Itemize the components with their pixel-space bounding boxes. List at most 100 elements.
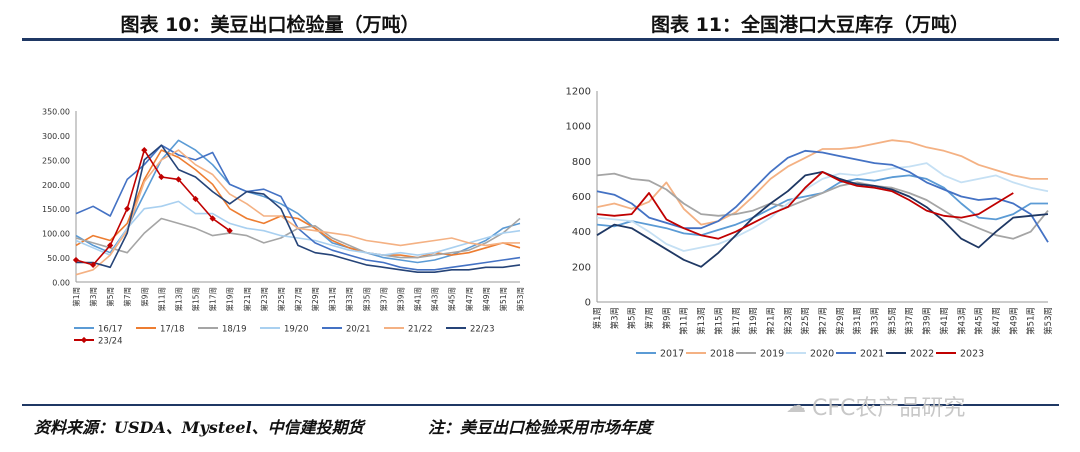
right-y-tick-label: 200: [572, 262, 591, 273]
right-x-tick-label: 第41周: [939, 307, 950, 335]
right-legend-label: 2020: [810, 349, 834, 360]
right-y-tick-label: 0: [585, 298, 591, 309]
left-y-tick-label: 150.00: [42, 205, 70, 214]
export-inspection-chart: 0.00 50.00 100.00 150.00 200.00 250.00 300.00 3…: [42, 108, 525, 347]
left-x-tick-label: 第19周: [225, 287, 235, 312]
left-y-tick-label: 0.00: [52, 279, 70, 288]
wechat-icon: ☁: [786, 393, 806, 417]
left-series-line-21-22: [75, 149, 520, 276]
left-y-tick-label: 300.00: [42, 132, 70, 141]
left-series-point-23-24: [141, 146, 148, 154]
left-x-tick-label: 第45周: [447, 287, 457, 312]
left-x-tick-label: 第31周: [327, 287, 337, 312]
left-y-tick-label: 350.00: [42, 108, 70, 117]
left-series-point-23-24: [158, 173, 165, 181]
left-x-tick-label: 第5周: [105, 287, 115, 307]
left-y-tick-label: 50.00: [47, 254, 70, 263]
left-x-tick-label: 第27周: [293, 287, 303, 312]
left-legend-label: 20/21: [346, 325, 371, 335]
right-x-tick-label: 第11周: [679, 307, 690, 335]
left-series-line-23-24: [75, 149, 231, 266]
left-x-tick-label: 第25周: [276, 287, 286, 312]
left-x-tick-label: 第35周: [361, 287, 371, 312]
right-y-tick-label: 400: [572, 227, 591, 238]
left-x-tick-label: 第53周: [515, 287, 525, 312]
header-divider: [22, 38, 1059, 41]
left-y-tick-label: 200.00: [42, 181, 70, 190]
left-x-tick-label: 第11周: [156, 287, 166, 312]
right-x-tick-label: 第29周: [835, 307, 846, 335]
right-y-tick-label: 1000: [566, 122, 591, 133]
right-x-tick-label: 第49周: [1008, 307, 1019, 335]
watermark-text: CFC农产品研究: [812, 396, 966, 421]
right-x-tick-label: 第3周: [609, 307, 620, 329]
left-x-tick-label: 第43周: [430, 287, 440, 312]
right-x-tick-label: 第9周: [661, 307, 672, 329]
left-x-tick-label: 第49周: [481, 287, 491, 312]
left-legend-label: 18/19: [222, 325, 247, 335]
right-series-line-2022: [596, 170, 1049, 268]
left-x-tick-label: 第1周: [71, 287, 81, 307]
right-x-tick-label: 第13周: [696, 307, 707, 335]
right-series-line-2023: [596, 170, 1014, 240]
right-x-tick-label: 第37周: [904, 307, 915, 335]
right-x-tick-label: 第19周: [748, 307, 759, 335]
left-legend-label: 19/20: [284, 325, 309, 335]
right-legend-label: 2021: [860, 349, 884, 360]
right-x-tick-label: 第1周: [592, 307, 603, 329]
left-legend-label: 16/17: [98, 325, 123, 335]
right-x-tick-label: 第31周: [852, 307, 863, 335]
left-chart-title: 图表 10：美豆出口检验量（万吨）: [120, 14, 420, 36]
left-x-tick-label: 第29周: [310, 287, 320, 312]
port-inventory-chart: 0 200 400 600 800 1000 1200 第1周 第3周 第5周 第7周 第9周 第11周…: [566, 87, 1054, 360]
right-x-tick-label: 第33周: [870, 307, 881, 335]
right-x-tick-label: 第39周: [922, 307, 933, 335]
footer-divider: [22, 404, 1059, 406]
left-x-tick-label: 第13周: [173, 287, 183, 312]
right-y-tick-label: 600: [572, 192, 591, 203]
left-legend-label: 22/23: [470, 325, 495, 335]
right-legend-label: 2017: [660, 349, 684, 360]
left-x-tick-label: 第7周: [122, 287, 132, 307]
left-series-line-16-17: [75, 139, 521, 264]
right-legend-label: 2019: [760, 349, 784, 360]
left-x-tick-label: 第51周: [498, 287, 508, 312]
right-x-tick-label: 第53周: [1043, 307, 1054, 335]
left-x-tick-label: 第37周: [378, 287, 388, 312]
methodology-note: 注：美豆出口检验采用市场年度: [428, 418, 653, 437]
right-x-tick-label: 第45周: [974, 307, 985, 335]
right-x-tick-label: 第21周: [765, 307, 776, 335]
left-legend-label: 21/22: [408, 325, 433, 335]
left-x-tick-label: 第47周: [464, 287, 474, 312]
left-series-point-23-24: [175, 176, 182, 183]
right-series-line-2019: [596, 172, 1049, 240]
left-series-point-23-24: [124, 205, 131, 212]
right-series-line-2020: [596, 162, 1049, 252]
right-series-line-2018: [596, 139, 1048, 226]
left-series-point-23-24: [209, 215, 216, 222]
right-x-tick-label: 第5周: [627, 307, 638, 329]
source-note: 资料来源：USDA、Mysteel、中信建投期货: [34, 418, 364, 437]
left-series-point-23-24: [107, 242, 114, 249]
right-series-line-2021: [596, 149, 1049, 243]
right-x-tick-label: 第15周: [713, 307, 724, 335]
left-x-tick-label: 第23周: [259, 287, 269, 312]
right-x-tick-label: 第23周: [783, 307, 794, 335]
right-x-tick-label: 第47周: [991, 307, 1002, 335]
left-x-tick-label: 第41周: [413, 287, 423, 312]
left-x-tick-label: 第33周: [344, 287, 354, 312]
right-x-tick-label: 第7周: [644, 307, 655, 329]
left-x-tick-label: 第9周: [139, 287, 149, 307]
right-legend-label: 2023: [960, 349, 984, 360]
right-chart-title: 图表 11：全国港口大豆库存（万吨）: [650, 14, 970, 36]
right-y-tick-label: 1200: [566, 87, 591, 98]
left-x-tick-label: 第3周: [88, 287, 98, 307]
left-x-tick-label: 第17周: [208, 287, 218, 312]
right-legend-label: 2018: [710, 349, 734, 360]
right-x-tick-label: 第51周: [1026, 307, 1037, 335]
left-legend-label: 17/18: [160, 325, 185, 335]
left-legend-label: 23/24: [98, 337, 123, 347]
left-x-tick-label: 第15周: [191, 287, 201, 312]
right-x-tick-label: 第35周: [887, 307, 898, 335]
right-x-tick-label: 第17周: [731, 307, 742, 335]
